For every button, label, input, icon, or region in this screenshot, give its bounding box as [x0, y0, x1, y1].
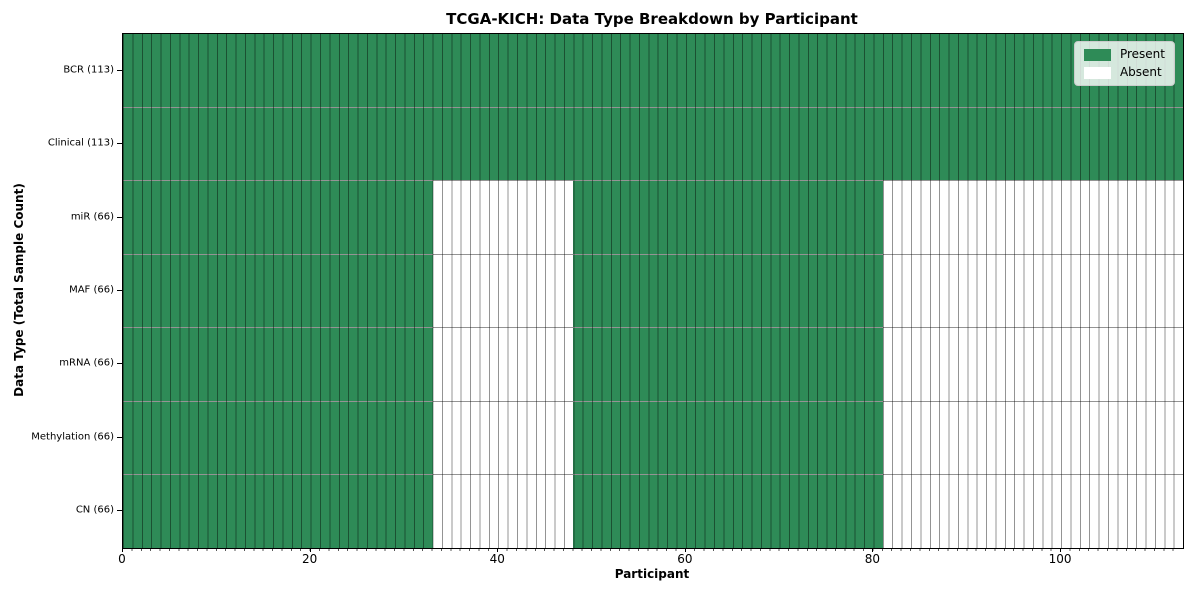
plot-area: Present Absent [122, 33, 1184, 549]
x-axis-title: Participant [614, 567, 690, 581]
y-tick-mark [117, 510, 122, 512]
legend-label: Present [1119, 47, 1165, 61]
x-tick-mark [309, 548, 311, 552]
present-segment [123, 254, 433, 328]
x-tick-label: 60 [677, 552, 693, 566]
legend-label: Absent [1119, 65, 1162, 79]
x-tick-mark [497, 548, 499, 552]
y-tick-mark [117, 69, 122, 71]
x-minor-ticks [122, 548, 1182, 551]
y-tick-mark [117, 436, 122, 438]
heatmap-row-BCR [123, 34, 1183, 107]
y-tick-label-miR: miR (66) [70, 211, 114, 223]
x-tick-label: 0 [118, 552, 126, 566]
x-tick-label: 80 [864, 552, 881, 566]
present-segment [123, 475, 433, 549]
present-segment [123, 107, 1183, 181]
x-tick-label: 20 [301, 552, 318, 566]
x-tick-label: 100 [1048, 552, 1072, 566]
legend-item-absent: Absent [1083, 65, 1165, 79]
x-tick-mark [122, 548, 123, 552]
present-segment [573, 328, 883, 401]
y-tick-mark [117, 216, 122, 218]
present-segment [123, 328, 433, 401]
chart-title: TCGA-KICH: Data Type Breakdown by Partic… [446, 10, 858, 28]
legend-item-present: Present [1083, 47, 1165, 61]
present-segment [123, 401, 433, 475]
y-tick-label-BCR: BCR (113) [63, 64, 114, 76]
x-tick-mark [872, 548, 874, 552]
present-segment [123, 181, 433, 254]
x-tick-mark [1060, 548, 1062, 552]
y-tick-mark [117, 143, 122, 145]
legend: Present Absent [1073, 41, 1175, 86]
x-tick-label: 40 [489, 552, 505, 566]
present-segment [573, 475, 883, 549]
y-tick-label-MAF: MAF (66) [69, 284, 114, 296]
y-tick-label-Methylation: Methylation (66) [31, 431, 114, 443]
present-segment [573, 254, 883, 328]
y-tick-mark [117, 290, 122, 291]
legend-swatch-absent [1083, 66, 1111, 79]
heatmap-row-miR [123, 180, 1183, 254]
legend-swatch-present [1083, 48, 1111, 61]
heatmap-row-Clinical [123, 106, 1183, 181]
present-segment [123, 34, 1183, 107]
heatmap-rows [123, 34, 1183, 549]
y-tick-label-mRNA: mRNA (66) [59, 357, 114, 369]
heatmap-row-CN [123, 474, 1183, 549]
y-tick-label-CN: CN (66) [75, 504, 114, 516]
x-tick-mark [684, 548, 686, 552]
y-tick-label-Clinical: Clinical (113) [47, 137, 114, 149]
present-segment [573, 401, 883, 475]
heatmap-row-MAF [123, 253, 1183, 328]
heatmap-row-mRNA [123, 327, 1183, 401]
present-segment [573, 181, 883, 254]
heatmap-row-Methylation [123, 400, 1183, 475]
y-tick-mark [117, 363, 122, 365]
